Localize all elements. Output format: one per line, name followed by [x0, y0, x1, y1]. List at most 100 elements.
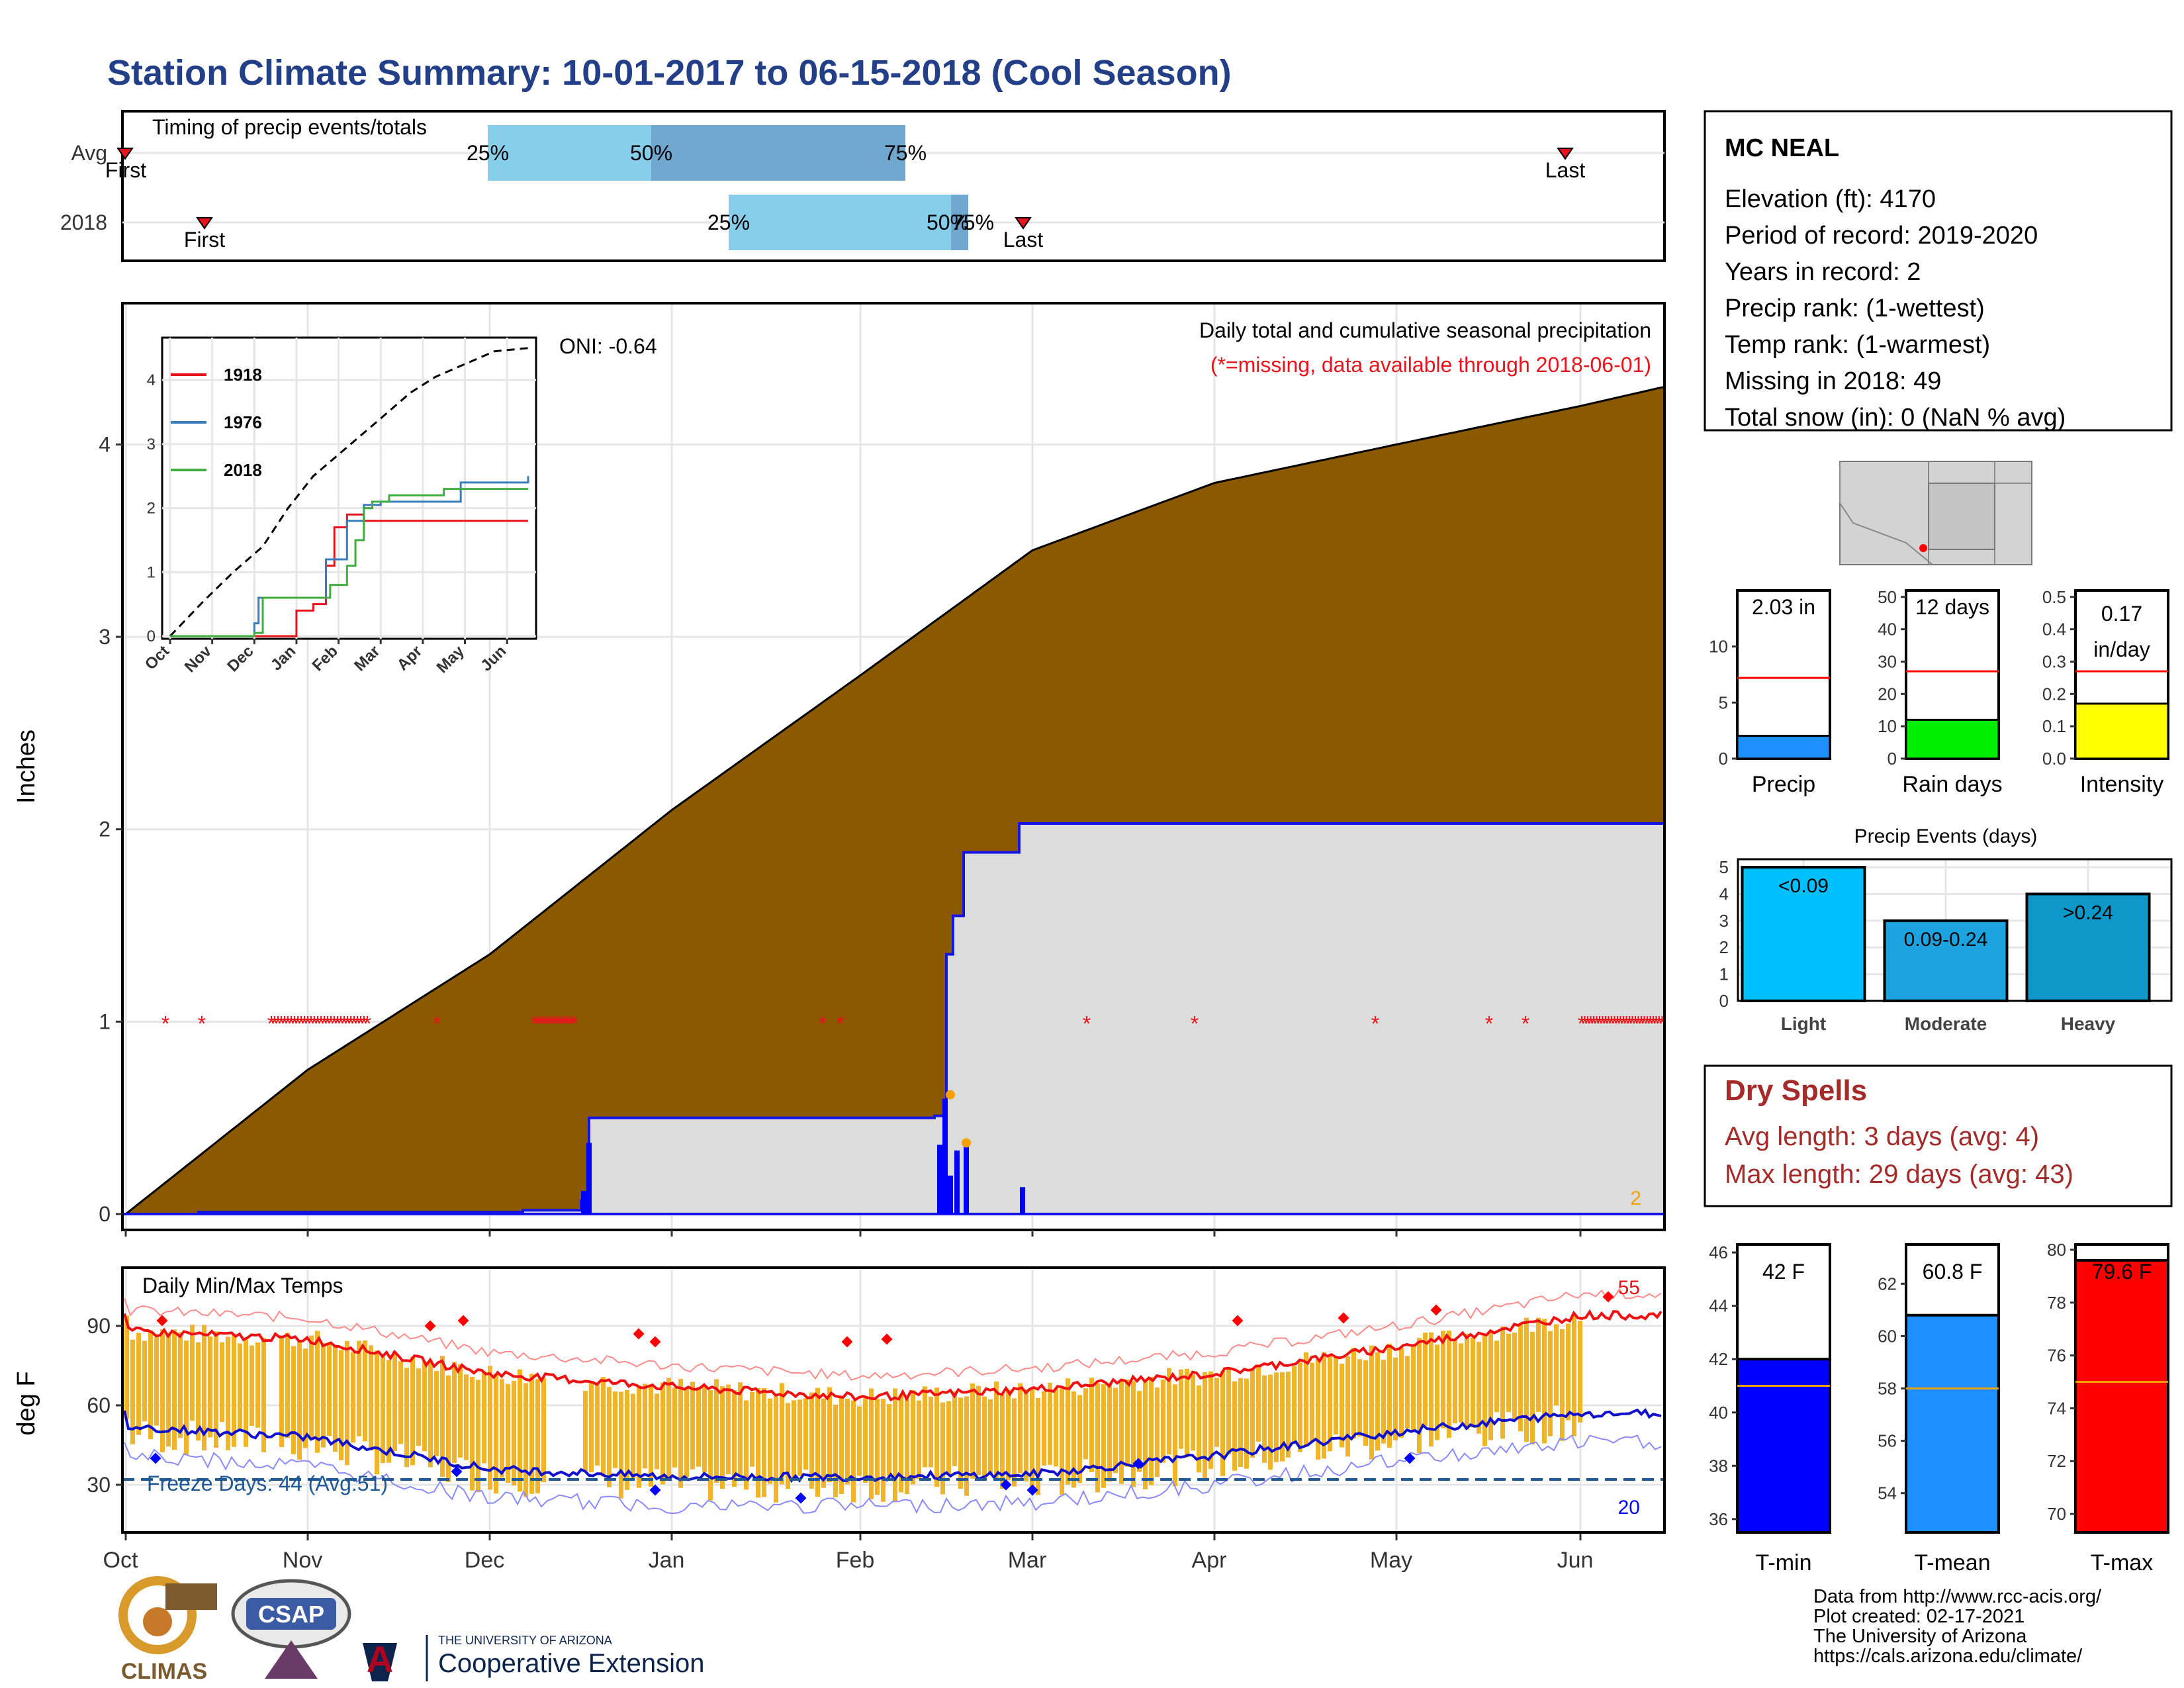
event-category-light: Light: [1781, 1013, 1826, 1034]
missing-star-62: *: [1596, 1011, 1604, 1035]
daily-temp-bar: [452, 1362, 457, 1463]
page-title: Station Climate Summary: 10-01-2017 to 0…: [107, 53, 1232, 93]
mini-bar-ytick-label: 50: [1878, 587, 1897, 607]
daily-temp-bar: [803, 1398, 808, 1470]
daily-temp-bar: [1381, 1360, 1386, 1444]
timing-2018-q50: 50%: [927, 211, 969, 234]
daily-temp-bar: [708, 1389, 713, 1501]
daily-temp-bar: [589, 1382, 594, 1473]
daily-temp-bar: [929, 1397, 933, 1468]
missing-star-48: *: [570, 1011, 578, 1035]
ua-logo: A THE UNIVERSITY OF ARIZONA Cooperative …: [363, 1634, 704, 1681]
daily-precip-bar-2: [937, 1145, 942, 1214]
climas-logo: CLIMAS: [118, 1576, 217, 1684]
events-ytick-label-3: 3: [1719, 911, 1729, 931]
daily-temp-bar: [958, 1397, 963, 1489]
daily-temp-bar: [160, 1329, 165, 1452]
daily-temp-bar: [476, 1380, 480, 1493]
daily-temp-bar: [458, 1364, 463, 1458]
max-daily-marker-1: [946, 1090, 955, 1100]
precip-missing-note: (*=missing, data available through 2018-…: [1210, 353, 1651, 377]
daily-temp-bar: [1137, 1391, 1142, 1472]
temp-bar-value: 60.8 F: [1923, 1260, 1983, 1284]
daily-temp-bar: [1101, 1384, 1106, 1488]
timing-panel: Timing of precip events/totals Avg 2018 …: [60, 110, 1666, 262]
record-high-marker-8: [1338, 1312, 1349, 1324]
month-label-Nov: Nov: [283, 1548, 322, 1573]
daily-temp-bar: [369, 1345, 373, 1451]
daily-temp-bar: [869, 1388, 874, 1499]
daily-temp-bar: [1566, 1323, 1570, 1421]
missing-star-37: *: [541, 1011, 549, 1035]
missing-star-75: *: [1634, 1011, 1642, 1035]
missing-star-35: *: [536, 1011, 544, 1035]
missing-star-12: *: [300, 1011, 308, 1035]
daily-temp-bar: [1578, 1321, 1582, 1423]
daily-temp-bar: [315, 1331, 320, 1453]
daily-temp-bar: [1518, 1323, 1523, 1432]
missing-star-40: *: [549, 1011, 557, 1035]
min-range-line: [124, 1434, 1662, 1515]
daily-temp-bar: [1250, 1368, 1255, 1458]
oni-value: ONI: -0.64: [559, 334, 657, 358]
event-bar-moderate: [1883, 919, 2009, 1002]
events-ytick-label-0: 0: [1719, 991, 1729, 1011]
temp-bar-ytick-label: 70: [2047, 1504, 2066, 1524]
daily-temp-bar: [434, 1371, 439, 1456]
timing-2018-last-marker: [1015, 217, 1032, 230]
dry-spells-max: Max length: 29 days (avg: 43): [1725, 1160, 2073, 1189]
temp-bar-ytick-label: 72: [2047, 1451, 2066, 1471]
daily-temp-bar: [911, 1390, 915, 1485]
daily-temp-bar: [1185, 1368, 1189, 1458]
missing-star-32: *: [433, 1011, 441, 1035]
station-missing: Missing in 2018: 49: [1725, 367, 1941, 395]
credits: Data from http://www.rcc-acis.org/ Plot …: [1813, 1586, 2102, 1667]
temp-bar-ytick-label: 78: [2047, 1293, 2066, 1313]
ua-small-text: THE UNIVERSITY OF ARIZONA: [438, 1634, 612, 1647]
event-category-moderate: Moderate: [1905, 1013, 1987, 1034]
daily-temp-bar: [1536, 1317, 1541, 1413]
daily-temp-bar: [327, 1344, 332, 1436]
daily-temp-bar: [482, 1371, 486, 1464]
missing-star-10: *: [294, 1011, 302, 1035]
daily-temp-bar: [1471, 1337, 1475, 1428]
temp-bar-ytick-label: 46: [1709, 1243, 1728, 1262]
inset-ytick-label-0: 0: [147, 628, 156, 645]
missing-star-36: *: [539, 1011, 547, 1035]
temp-bar-ytick-label: 58: [1878, 1379, 1897, 1399]
daily-temp-bar: [839, 1396, 844, 1494]
daily-temp-bar: [595, 1384, 600, 1466]
mini-bar-ytick-label: 10: [1709, 637, 1728, 657]
daily-temp-bar: [238, 1343, 242, 1431]
daily-temp-bar: [184, 1340, 189, 1455]
daily-temp-bar: [1322, 1352, 1326, 1459]
station-period: Period of record: 2019-2020: [1725, 222, 2038, 250]
credit-source: Data from http://www.rcc-acis.org/: [1813, 1586, 2102, 1607]
missing-star-81: *: [1652, 1011, 1660, 1035]
daily-temp-bar: [303, 1348, 308, 1448]
daily-temp-bar: [1411, 1346, 1416, 1431]
missing-star-60: *: [1590, 1011, 1598, 1035]
daily-temp-bar: [440, 1356, 445, 1477]
temp-bar-ytick-label: 60: [1878, 1326, 1897, 1346]
station-temp-rank: Temp rank: (1-warmest): [1725, 331, 1990, 359]
temp-bar-ytick-label: 76: [2047, 1346, 2066, 1366]
missing-star-63: *: [1598, 1011, 1606, 1035]
daily-temp-bar: [297, 1339, 302, 1460]
inset-legend: 1918 1976 2018: [171, 365, 262, 480]
daily-temp-bar: [535, 1379, 540, 1493]
mini-bar-ytick-label: 0.3: [2042, 651, 2066, 671]
daily-temp-bar: [190, 1325, 195, 1421]
daily-temp-bar: [1125, 1380, 1130, 1467]
daily-temp-bar: [172, 1329, 177, 1450]
missing-star-69: *: [1616, 1011, 1624, 1035]
daily-temp-bar: [678, 1379, 683, 1488]
daily-temp-bar: [321, 1342, 326, 1448]
inset-1976-line: [170, 476, 529, 637]
daily-temp-bar: [994, 1381, 999, 1479]
event-bar-light: [1741, 866, 1866, 1002]
inset-ytick-label-3: 3: [147, 436, 156, 453]
daily-temp-bar: [613, 1391, 617, 1468]
daily-temp-bar: [506, 1383, 510, 1483]
daily-temp-bar: [863, 1398, 868, 1483]
